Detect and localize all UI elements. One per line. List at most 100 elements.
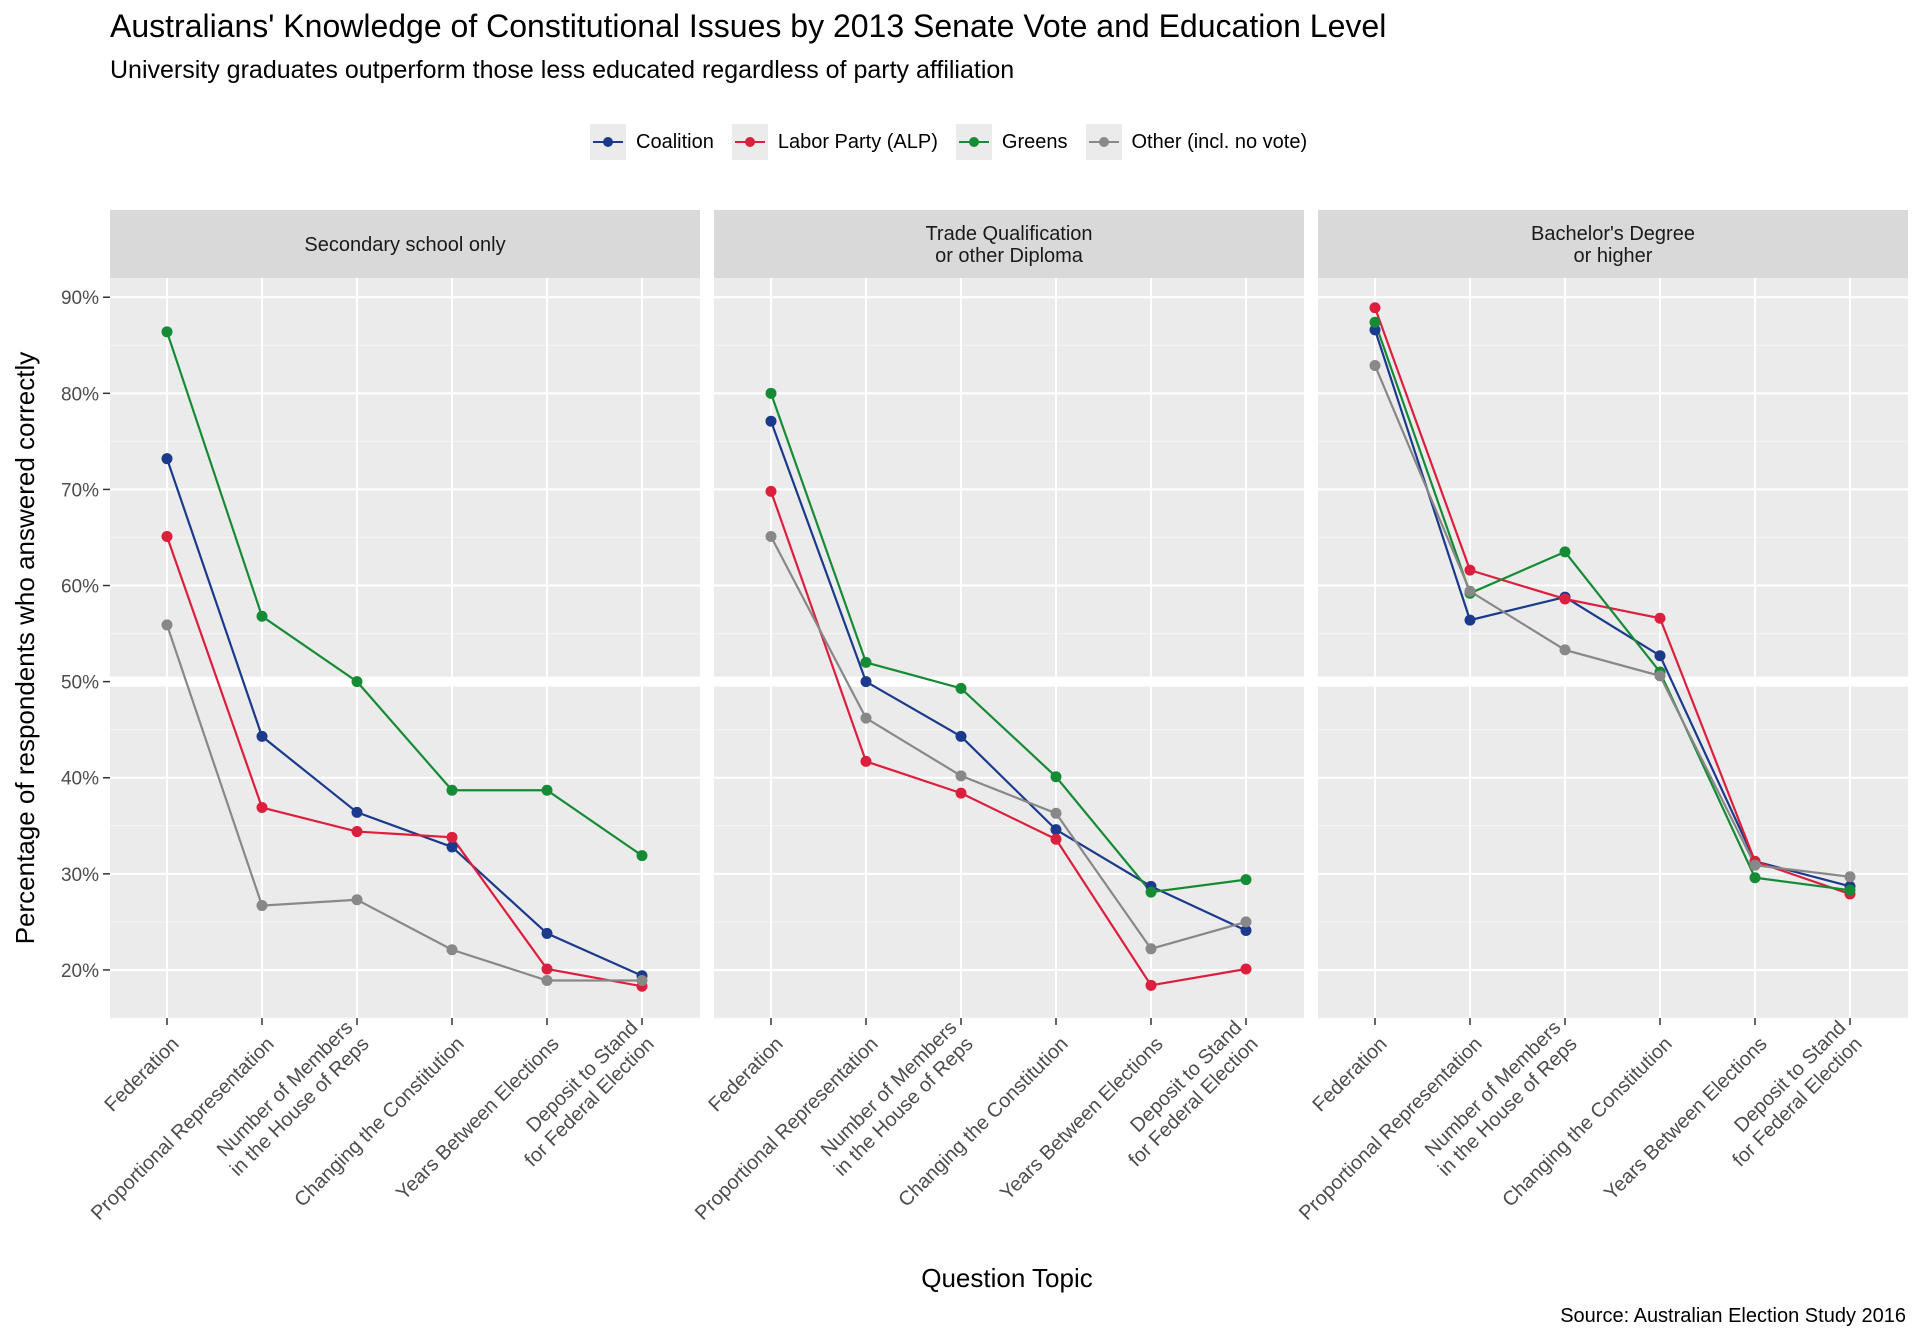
- legend-item-other: Other (incl. no vote): [1085, 124, 1308, 160]
- series-line: [165, 331, 643, 857]
- plot-panel-background: [110, 278, 700, 1018]
- legend-dot-other: [1098, 137, 1109, 147]
- data-point: [1145, 943, 1157, 955]
- y-tick-label: 40%: [61, 769, 99, 790]
- data-point: [1369, 324, 1381, 336]
- series-line: [165, 624, 642, 982]
- data-point: [161, 531, 173, 543]
- series-line: [1373, 321, 1851, 892]
- data-point: [1050, 833, 1062, 845]
- chart-title: Australians' Knowledge of Constitutional…: [110, 8, 1387, 44]
- data-point: [1749, 872, 1761, 884]
- data-point: [765, 415, 777, 427]
- data-point: [1464, 564, 1476, 576]
- data-point: [351, 826, 363, 838]
- facet-panel-3: Bachelor's Degree or higherFederationProp…: [1295, 210, 1908, 1225]
- y-tick-label: 20%: [61, 961, 99, 982]
- data-point: [1654, 650, 1666, 662]
- data-point: [541, 784, 553, 796]
- series-line: [769, 392, 1247, 894]
- data-point: [161, 453, 173, 465]
- data-point: [1844, 884, 1856, 896]
- data-point: [351, 894, 363, 906]
- y-axis-title: Percentage of respondents who answered c…: [10, 352, 40, 945]
- data-point: [1240, 925, 1252, 937]
- facet-strip: [110, 210, 700, 278]
- data-point: [161, 326, 173, 338]
- series-line: [1373, 329, 1851, 888]
- legend-key-greens: [955, 124, 992, 160]
- data-point: [351, 676, 363, 688]
- facet-strip-label: Trade Qualification or other Diploma: [925, 223, 1092, 267]
- data-point: [636, 975, 648, 987]
- legend-key-other: [1085, 124, 1122, 160]
- legend-label-other: Other (incl. no vote): [1131, 130, 1308, 153]
- chart-caption: Source: Australian Election Study 2016: [1560, 1305, 1906, 1327]
- facet-strip-label-line: or higher: [1574, 245, 1653, 267]
- data-point: [1240, 963, 1252, 975]
- data-point: [1145, 979, 1157, 991]
- data-point: [1240, 916, 1252, 928]
- data-point: [636, 850, 648, 862]
- data-point: [1654, 612, 1666, 624]
- legend-label-greens: Greens: [1001, 130, 1068, 153]
- facet-strip-label-line: Bachelor's Degree: [1531, 223, 1695, 245]
- facet-strip-label-line: Trade Qualification: [925, 223, 1092, 245]
- data-point: [1559, 546, 1571, 558]
- x-tick-label-line: Federation: [704, 1033, 787, 1116]
- data-point: [1145, 886, 1157, 898]
- x-tick-label-line: Federation: [1308, 1033, 1391, 1116]
- facet-strip-label: Secondary school only: [304, 234, 505, 256]
- legend-dot-labor: [744, 137, 755, 147]
- legend-label-coalition: Coalition: [636, 130, 714, 153]
- data-point: [1559, 593, 1571, 605]
- facet-panel-2: Trade Qualification or other Diploma Feder…: [691, 210, 1304, 1225]
- legend: Coalition Labor Party (ALP) Greens Other…: [590, 124, 1325, 160]
- series-line: [1373, 365, 1851, 878]
- data-point: [256, 900, 268, 912]
- legend-item-greens: Greens: [955, 124, 1068, 160]
- y-tick-label: 50%: [61, 673, 99, 694]
- y-tick-label: 30%: [61, 865, 99, 886]
- legend-label-labor: Labor Party (ALP): [777, 130, 938, 153]
- legend-dot-greens: [968, 137, 979, 147]
- series-line: [769, 420, 1247, 932]
- y-tick-label: 60%: [61, 577, 99, 598]
- facet-strip: [1318, 210, 1908, 278]
- x-tick-label: Deposit to Standfor Federal Election: [504, 1017, 658, 1171]
- legend-item-labor: Labor Party (ALP): [731, 124, 938, 160]
- data-point: [1464, 585, 1476, 597]
- legend-key-labor: [731, 124, 768, 160]
- x-tick-label: Federation: [704, 1033, 787, 1116]
- y-tick-label: 70%: [61, 480, 99, 501]
- x-tick-label: Federation: [1308, 1033, 1391, 1116]
- data-point: [955, 682, 967, 694]
- data-point: [1369, 359, 1381, 371]
- data-point: [955, 770, 967, 782]
- data-point: [541, 975, 553, 987]
- data-point: [860, 755, 872, 767]
- data-point: [541, 963, 553, 975]
- y-tick-label: 80%: [61, 384, 99, 405]
- data-point: [161, 619, 173, 631]
- data-point: [1240, 874, 1252, 886]
- series-line: [165, 536, 643, 988]
- x-tick-label: Federation: [100, 1033, 183, 1116]
- data-point: [446, 841, 458, 853]
- data-point: [1559, 644, 1571, 656]
- data-point: [351, 806, 363, 818]
- data-point: [1749, 859, 1761, 871]
- data-point: [860, 656, 872, 668]
- data-point: [860, 712, 872, 724]
- x-axis-title: Question Topic: [921, 1263, 1093, 1293]
- facet-panel-1: Secondary school onlyFederationProportio…: [87, 210, 700, 1225]
- data-point: [955, 730, 967, 742]
- plot-panel-background: [714, 278, 1304, 1018]
- facet-strip-label-line: or other Diploma: [935, 245, 1084, 267]
- data-point: [860, 676, 872, 688]
- data-point: [1050, 824, 1062, 836]
- chart-subtitle: University graduates outperform those le…: [110, 56, 1015, 84]
- series-line: [769, 490, 1247, 987]
- data-point: [765, 531, 777, 543]
